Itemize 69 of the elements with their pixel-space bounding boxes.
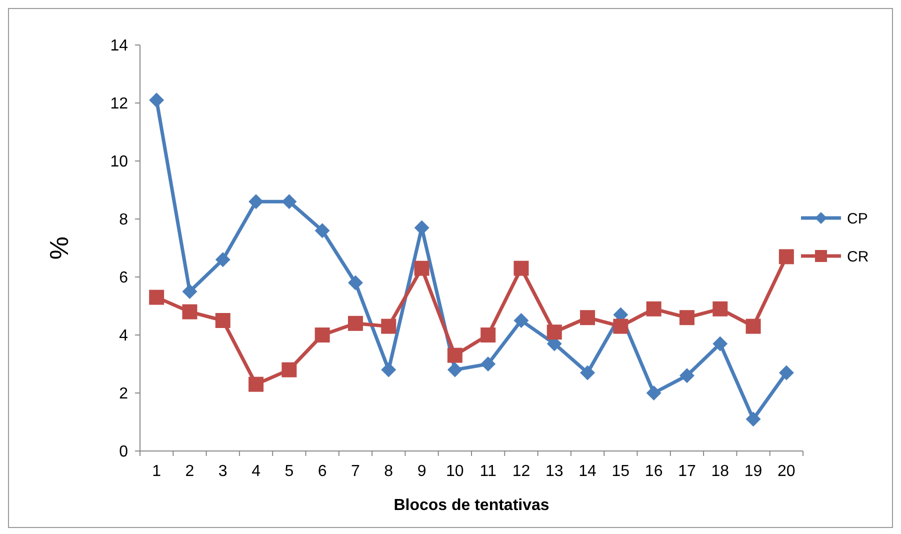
x-tick-label: 8 — [384, 463, 394, 480]
point — [447, 362, 462, 378]
y-tick-label: 0 — [119, 444, 128, 461]
point — [182, 284, 198, 299]
point — [282, 194, 297, 210]
x-tick-label: 2 — [185, 463, 194, 480]
y-tick-label: 6 — [119, 270, 128, 287]
point — [414, 260, 430, 276]
point — [348, 275, 363, 290]
point — [712, 336, 728, 352]
x-tick-label: 4 — [252, 463, 261, 480]
y-tick-label: 12 — [110, 96, 128, 113]
point — [182, 304, 198, 320]
point — [248, 194, 264, 210]
point — [613, 318, 628, 334]
point — [679, 310, 694, 326]
x-tick-label: 15 — [612, 463, 630, 480]
x-tick-label: 19 — [744, 463, 762, 480]
x-tick-label: 6 — [318, 463, 327, 480]
point — [712, 301, 728, 316]
point — [381, 318, 396, 334]
point — [778, 365, 794, 380]
x-tick-label: 17 — [678, 463, 696, 480]
y-tick-label: 10 — [110, 154, 128, 171]
x-tick-label: 11 — [480, 463, 496, 480]
y-tick-label: 8 — [119, 212, 128, 229]
point — [480, 328, 496, 342]
point — [215, 252, 230, 268]
x-tick-label: 9 — [417, 463, 426, 480]
point — [248, 376, 264, 392]
point — [480, 356, 496, 372]
x-tick-label: 14 — [578, 463, 597, 480]
y-tick-label: 4 — [119, 328, 128, 345]
x-axis-title: Blocos de tentativas — [394, 497, 550, 514]
y-tick-label: 14 — [110, 38, 128, 55]
x-tick-label: 16 — [644, 463, 663, 480]
x-tick-label: 7 — [351, 463, 360, 480]
x-tick-label: 1 — [152, 463, 162, 480]
point — [381, 362, 396, 378]
y-tick-label: 2 — [119, 386, 128, 403]
point — [149, 92, 164, 108]
y-axis-title: % — [44, 236, 74, 260]
point — [746, 412, 761, 427]
x-tick-label: 18 — [711, 463, 730, 480]
point — [580, 310, 596, 326]
point — [646, 301, 662, 316]
point — [282, 362, 297, 378]
point — [348, 316, 363, 331]
point — [646, 386, 662, 400]
x-tick-label: 13 — [545, 463, 564, 480]
point — [679, 368, 694, 384]
x-tick-label: 3 — [218, 463, 228, 480]
point — [514, 313, 529, 328]
legend-label: CR — [847, 248, 869, 266]
x-tick-label: 10 — [446, 463, 464, 480]
point — [314, 328, 330, 342]
point — [447, 348, 462, 363]
point — [149, 290, 164, 305]
x-tick-label: 5 — [284, 463, 294, 480]
x-tick-label: 20 — [778, 463, 796, 480]
point — [546, 324, 562, 340]
point — [314, 223, 330, 238]
legend-label: CP — [847, 210, 868, 228]
point — [778, 249, 794, 264]
point — [746, 318, 761, 334]
x-tick-label: 12 — [512, 463, 530, 480]
point — [514, 260, 529, 276]
point — [215, 313, 230, 328]
point — [580, 365, 596, 380]
